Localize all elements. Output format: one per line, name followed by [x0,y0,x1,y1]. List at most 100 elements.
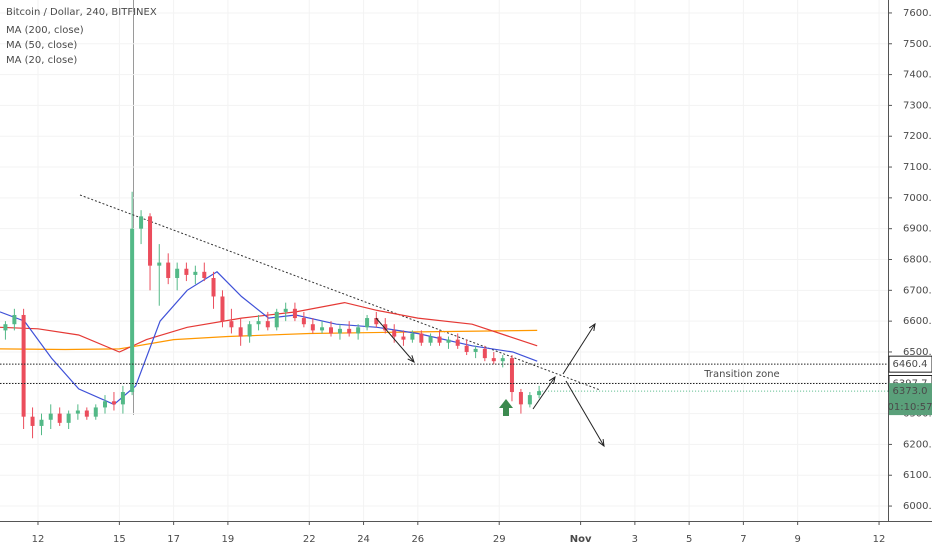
y-tick-label: 6800.0 [903,255,932,266]
x-tick-label: 7 [740,534,746,545]
candle-body [21,314,26,417]
candle-body [220,296,225,322]
candle-body [310,324,315,331]
arrow [565,380,605,447]
x-tick-label: 5 [686,534,692,545]
candle-body [383,324,388,331]
candle-body [491,358,496,362]
candle-body [292,308,297,319]
y-tick-label: 7600.0 [903,8,932,19]
candle-body [12,314,17,325]
ma-line [0,271,538,406]
candle-body [111,401,116,405]
x-tick-label: 24 [357,534,370,545]
candle-body [464,345,469,352]
x-tick-label: Nov [570,534,592,545]
candle-body [356,327,361,334]
candle-body [184,268,189,275]
signal-arrow [499,399,513,416]
candle-body [437,336,442,343]
x-tick-label: 12 [32,534,45,545]
candle-body [265,321,270,328]
y-tick-label: 7300.0 [903,100,932,111]
candle-body [39,419,44,426]
annotation: Transition zone [703,369,779,380]
candle-body [537,391,542,396]
arrow-head [548,375,556,384]
chart-title: Bitcoin / Dollar, 240, BITFINEX [6,7,157,18]
candle-body [473,348,478,352]
candle-body [130,228,135,393]
x-tick-label: 9 [794,534,800,545]
y-tick-label: 7000.0 [903,193,932,204]
y-tick-label: 6200.0 [903,439,932,450]
candle-body [211,277,216,297]
candle-body [419,333,424,343]
last-price-box [889,383,932,416]
candle-body [256,321,261,325]
candle-body [229,321,234,328]
candle-body [93,407,98,417]
arrow [532,376,556,410]
candle-body [175,268,180,278]
candle-body [347,328,352,334]
candle-body [3,324,8,331]
y-tick-label: 6100.0 [903,470,932,481]
level-label: 6460.4 [893,359,928,370]
candle-body [193,271,198,275]
candle-body [301,318,306,325]
candle-body [283,308,288,312]
candle-body [102,401,107,408]
x-tick-label: 15 [113,534,126,545]
y-tick-label: 7100.0 [903,162,932,173]
candle-body [84,410,89,417]
candle-body [202,271,207,278]
candle-body [482,348,487,359]
candle-body [500,358,505,362]
candle-body [455,339,460,346]
candle-body [446,339,451,343]
legend-entry: MA (50, close) [6,40,77,51]
y-tick-label: 6600.0 [903,316,932,327]
plot [0,0,888,521]
arrow-head [598,438,605,448]
legend-entry: MA (20, close) [6,55,77,66]
candle-body [337,328,342,334]
y-tick-label: 7200.0 [903,131,932,142]
trend-line [79,194,601,391]
candle-body [247,324,252,337]
candle-body [518,392,523,405]
candle-body [139,216,144,229]
candle-body [238,327,243,337]
candle-body [365,318,370,328]
y-tick-label: 6900.0 [903,224,932,235]
x-tick-label: 17 [167,534,180,545]
y-tick-label: 6500.0 [903,347,932,358]
candle-body [120,392,125,405]
x-tick-label: 22 [303,534,316,545]
candle-body [157,262,162,266]
y-tick-label: 7400.0 [903,70,932,81]
y-tick-label: 6700.0 [903,285,932,296]
arrow [562,323,596,375]
arrow-head [407,355,415,363]
candle-body [328,327,333,334]
y-tick-label: 7500.0 [903,39,932,50]
x-tick-label: 29 [493,534,506,545]
x-tick-label: 3 [632,534,638,545]
candle-body [392,330,397,337]
level-box [888,355,932,373]
candle-body [75,410,80,414]
ma-line [0,329,538,351]
candle-body [401,336,406,340]
candle-body [527,395,532,405]
candle-body [66,413,71,423]
ma-line [0,301,538,353]
countdown: 01:10:57 [888,402,932,413]
last-price-label: 6373.0 [893,386,928,397]
y-tick-label: 6000.0 [903,501,932,512]
arrow [375,317,415,363]
candle-body [57,413,62,423]
